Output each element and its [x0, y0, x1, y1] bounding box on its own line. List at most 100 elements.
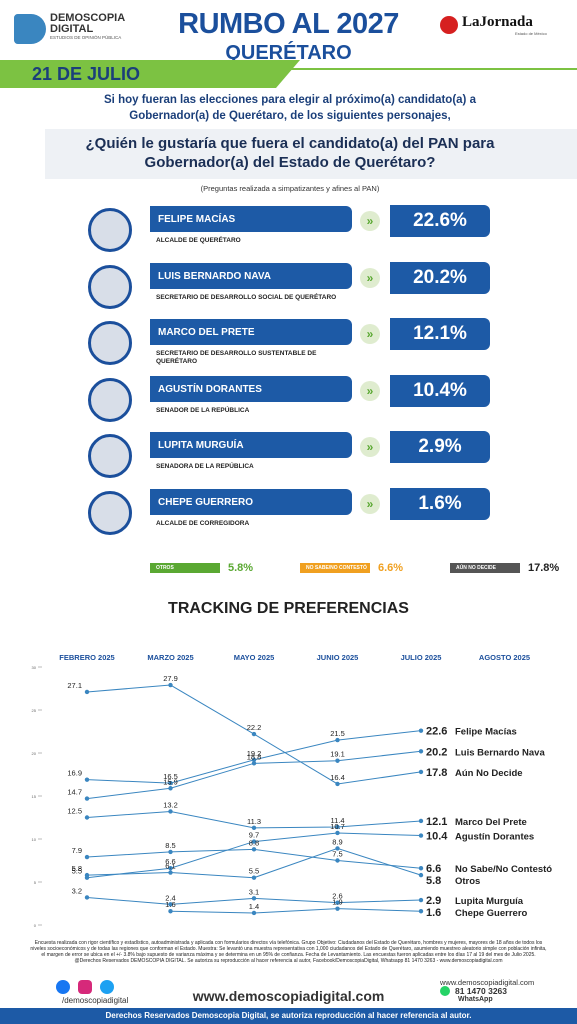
data-label: 1.9 [332, 898, 342, 907]
chevron: » [360, 324, 380, 344]
legend-entry: Lupita Murguía [455, 896, 524, 907]
end-value: 12.1 [426, 816, 447, 828]
point [168, 786, 173, 791]
point [335, 846, 340, 851]
legend-entry: Felipe Macías [455, 727, 517, 738]
chevron: » [360, 267, 380, 288]
legend-entry: Agustín Dorantes [455, 832, 534, 843]
point [251, 825, 257, 831]
point [251, 875, 257, 880]
point [168, 682, 173, 688]
data-label: 5.8 [72, 864, 82, 873]
point [168, 809, 173, 814]
data-label: 8.8 [249, 838, 259, 847]
chevron: » [360, 211, 380, 231]
point [418, 728, 424, 733]
x-tick-label: MARZO 2025 [147, 653, 193, 662]
chart-title: TRACKING DE PREFERENCIAS [168, 600, 409, 617]
y-tick-label: 30 [32, 665, 37, 670]
result: 20.2% [390, 261, 490, 294]
legend-entry: Luis Bernardo Nava [455, 747, 545, 758]
chart: 0 5 10 15 20 25 30 FEBRERO 2025 MARZO 2025 MAYO 2… [32, 653, 553, 928]
data-label: 10.7 [330, 822, 345, 831]
logo-text: DIGITAL [50, 23, 94, 35]
result: 2.9% [390, 431, 490, 463]
point [84, 796, 90, 801]
candidate-name: MARCO DEL PRETE [150, 319, 352, 345]
others-label: NO SABE/NO CONTESTÓ [300, 563, 370, 573]
data-label: 12.5 [67, 807, 82, 816]
data-label: 14.7 [67, 788, 82, 797]
legend-entry: Marco Del Prete [455, 817, 527, 828]
data-label: 19.1 [330, 750, 345, 759]
logo-text: DEMOSCOPIA [50, 12, 126, 24]
others-result: 6.6% [378, 562, 404, 574]
candidate-name: LUPITA MURGUÍA [150, 432, 352, 458]
photo [88, 490, 132, 535]
logo-icon [14, 14, 46, 44]
point [84, 872, 90, 878]
data-label: 16.5 [163, 772, 178, 781]
point [335, 900, 340, 905]
point [84, 854, 90, 860]
date-banner [0, 60, 300, 88]
data-label: 3.1 [249, 887, 259, 896]
point [418, 909, 424, 914]
chevron: » [360, 437, 380, 457]
end-value: 2.9 [426, 895, 441, 907]
logo-sub: ESTUDIOS DE OPINIÓN PÚBLICA [50, 35, 122, 40]
partner-sub: Estado de México [515, 31, 547, 36]
data-label: 21.5 [330, 729, 345, 738]
candidate-role: ALCALDE DE CORREGIDORA [156, 519, 250, 527]
x-tick-label: JUNIO 2025 [317, 653, 359, 662]
point [84, 815, 90, 820]
photo [88, 377, 132, 422]
point [168, 866, 173, 871]
whatsapp-icon [440, 986, 450, 996]
others-result: 17.8% [528, 562, 560, 574]
photo [88, 208, 132, 252]
candidate-role: SENADORA DE LA REPÚBLICA [156, 463, 254, 470]
point [168, 909, 173, 914]
candidate-role: SECRETARIO DE DESARROLLO SUSTENTABLE DE … [156, 350, 317, 365]
photo [88, 321, 132, 365]
point [84, 895, 90, 900]
data-label: 5.5 [72, 867, 82, 876]
x-tick-label: AGOSTO 2025 [479, 653, 530, 662]
x-tick-label: FEBRERO 2025 [59, 653, 114, 662]
twitter-icon [100, 980, 114, 994]
point [251, 847, 257, 852]
question: ¿Quién le gustaría que fuera el candidat… [85, 135, 495, 171]
social: /demoscopiadigital [62, 996, 129, 1005]
legend-entry: Chepe Guerrero [455, 908, 528, 919]
end-value: 17.8 [426, 767, 447, 779]
rights-bar: Derechos Reservados Demoscopia Digital, … [0, 1008, 577, 1024]
partner-icon [440, 16, 458, 34]
point [251, 896, 257, 901]
point [251, 731, 257, 737]
result: 12.1% [390, 318, 490, 350]
point [335, 758, 340, 763]
website-small: www.demoscopiadigital.com [440, 978, 535, 987]
point [168, 780, 173, 786]
series-line [170, 908, 422, 914]
candidate-role: ALCALDE DE QUERÉTARO [156, 237, 241, 244]
point [335, 830, 340, 836]
y-tick-label: 20 [32, 751, 37, 756]
candidate-name: AGUSTÍN DORANTES [150, 375, 352, 402]
point [251, 839, 257, 844]
candidate-role: SENADOR DE LA REPÚBLICA [156, 406, 250, 414]
date: 21 DE JULIO [32, 64, 141, 84]
end-value: 20.2 [426, 746, 447, 758]
point [418, 769, 424, 775]
point [168, 870, 173, 875]
point [418, 749, 424, 754]
data-label: 18.8 [247, 752, 262, 761]
data-label: 8.5 [165, 841, 175, 850]
chevron: » [360, 493, 380, 514]
x-tick-label: JULIO 2025 [401, 653, 442, 662]
data-label: 7.9 [72, 846, 82, 855]
point [335, 824, 340, 830]
website: www.demoscopiadigital.com [192, 988, 385, 1004]
y-tick-label: 10 [32, 837, 37, 842]
